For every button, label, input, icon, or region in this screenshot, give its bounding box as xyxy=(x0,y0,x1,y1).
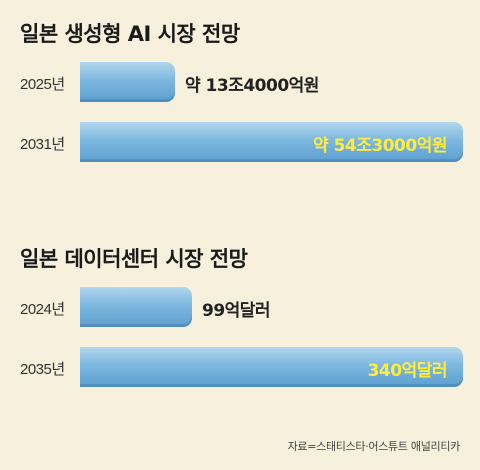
category-label: 2035년 xyxy=(20,361,65,378)
bar xyxy=(80,347,463,387)
category-label: 2025년 xyxy=(20,76,65,93)
category-label: 2031년 xyxy=(20,136,65,153)
chart-title: 일본 데이터센터 시장 전망 xyxy=(20,247,248,271)
data-label: 약 54조3000억원 xyxy=(313,136,447,156)
bar xyxy=(80,62,175,102)
bar xyxy=(80,122,463,162)
data-label: 99억달러 xyxy=(202,301,271,321)
source-note: 자료=스태티스타·어스튜트 애널리티카 xyxy=(287,440,461,453)
category-label: 2024년 xyxy=(20,301,65,318)
chart-title: 일본 생성형 AI 시장 전망 xyxy=(20,22,240,46)
data-label: 약 13조4000억원 xyxy=(185,76,319,96)
bar xyxy=(80,287,192,327)
data-label: 340억달러 xyxy=(367,361,448,381)
